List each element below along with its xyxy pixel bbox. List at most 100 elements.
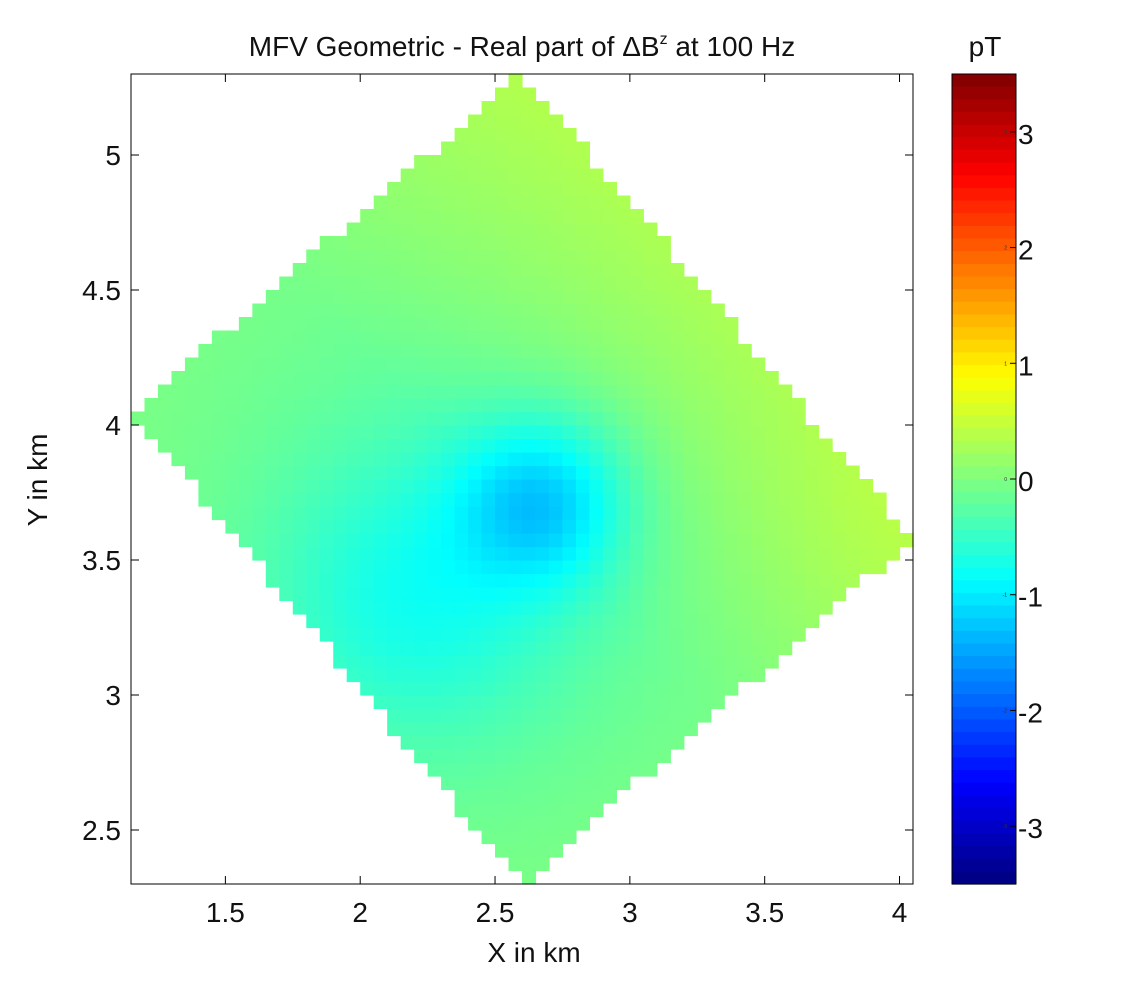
heatmap-cell: [414, 587, 429, 602]
heatmap-cell: [508, 519, 523, 534]
heatmap-cell: [427, 573, 442, 588]
heatmap-cell: [508, 398, 523, 413]
heatmap-cell: [575, 479, 591, 494]
heatmap-cell: [481, 722, 496, 737]
heatmap-cell: [319, 452, 334, 467]
heatmap-cell: [360, 533, 375, 548]
heatmap-cell: [616, 573, 631, 588]
heatmap-cell: [265, 465, 280, 480]
heatmap-cell: [346, 236, 361, 251]
heatmap-cell: [602, 411, 617, 426]
heatmap-cell: [454, 506, 469, 521]
heatmap-cell: [184, 438, 200, 453]
heatmap-cell: [629, 722, 644, 737]
heatmap-cell: [670, 330, 685, 345]
heatmap-cell: [737, 641, 752, 656]
heatmap-cell: [441, 263, 456, 278]
heatmap-cell: [562, 533, 577, 548]
heatmap-cell: [441, 735, 456, 750]
heatmap-cell: [373, 681, 388, 696]
heatmap-cell: [683, 276, 698, 291]
heatmap-cell: [427, 452, 442, 467]
heatmap-cell: [495, 749, 510, 764]
heatmap-cell: [589, 668, 604, 683]
heatmap-cell: [818, 492, 833, 507]
colorbar-segment: [952, 149, 1016, 164]
colorbar-tick-label: 1: [1018, 350, 1034, 381]
heatmap-cell: [454, 492, 469, 507]
heatmap-cell: [522, 195, 537, 210]
heatmap-cell: [400, 492, 415, 507]
heatmap-cell: [481, 614, 496, 629]
heatmap-cell: [306, 263, 321, 278]
heatmap-cell: [306, 438, 321, 453]
heatmap-cell: [724, 371, 739, 386]
heatmap-cell: [414, 641, 429, 656]
heatmap-cell: [548, 425, 564, 440]
heatmap-cell: [764, 384, 779, 399]
heatmap-cell: [198, 384, 213, 399]
heatmap-cell: [548, 492, 564, 507]
heatmap-cell: [508, 236, 523, 251]
heatmap-cell: [710, 695, 725, 710]
heatmap-cell: [252, 384, 267, 399]
heatmap-cell: [373, 371, 388, 386]
heatmap-cell: [306, 317, 321, 332]
heatmap-cell: [400, 452, 415, 467]
heatmap-cell: [629, 695, 644, 710]
heatmap-cell: [522, 803, 537, 818]
heatmap-cell: [171, 398, 186, 413]
heatmap-cell: [387, 438, 402, 453]
heatmap-cell: [319, 249, 334, 264]
heatmap-cell: [670, 519, 685, 534]
heatmap-cell: [468, 114, 483, 129]
heatmap-cell: [495, 155, 510, 170]
heatmap-cell: [414, 519, 429, 534]
heatmap-cell: [602, 438, 617, 453]
heatmap-cell: [360, 438, 375, 453]
heatmap-cell: [238, 371, 253, 386]
heatmap-cell: [575, 411, 591, 426]
heatmap-cell: [697, 614, 712, 629]
heatmap-cell: [495, 195, 510, 210]
heatmap-cell: [319, 411, 334, 426]
heatmap-cell: [670, 357, 685, 372]
heatmap-cell: [656, 317, 671, 332]
heatmap-cell: [832, 560, 847, 575]
heatmap-cell: [508, 263, 523, 278]
heatmap-cell: [373, 560, 388, 575]
heatmap-cell: [495, 519, 510, 534]
heatmap-cell: [575, 762, 591, 777]
heatmap-cell: [697, 708, 712, 723]
heatmap-cell: [508, 168, 523, 183]
heatmap-cell: [791, 411, 806, 426]
heatmap-cell: [306, 411, 321, 426]
heatmap-cell: [683, 290, 698, 305]
heatmap-cell: [589, 438, 604, 453]
heatmap-cell: [252, 425, 267, 440]
heatmap-cell: [535, 425, 550, 440]
heatmap-cell: [387, 681, 402, 696]
heatmap-cell: [643, 452, 658, 467]
heatmap-cell: [454, 452, 469, 467]
heatmap-cell: [697, 452, 712, 467]
heatmap-cell: [306, 371, 321, 386]
heatmap-cell: [764, 654, 779, 669]
heatmap-cell: [697, 627, 712, 642]
heatmap-cell: [441, 668, 456, 683]
heatmap-cell: [670, 722, 685, 737]
heatmap-cell: [414, 344, 429, 359]
heatmap-cell: [791, 560, 806, 575]
heatmap-cell: [791, 587, 806, 602]
heatmap-cell: [710, 438, 725, 453]
heatmap-cell: [602, 600, 617, 615]
heatmap-cell: [508, 182, 523, 197]
heatmap-cell: [495, 776, 510, 791]
heatmap-cell: [400, 398, 415, 413]
heatmap-cell: [427, 438, 442, 453]
heatmap-cell: [360, 411, 375, 426]
heatmap-cell: [562, 168, 577, 183]
heatmap-cell: [710, 533, 725, 548]
colorbar-segment: [952, 820, 1016, 834]
heatmap-cell: [346, 600, 361, 615]
